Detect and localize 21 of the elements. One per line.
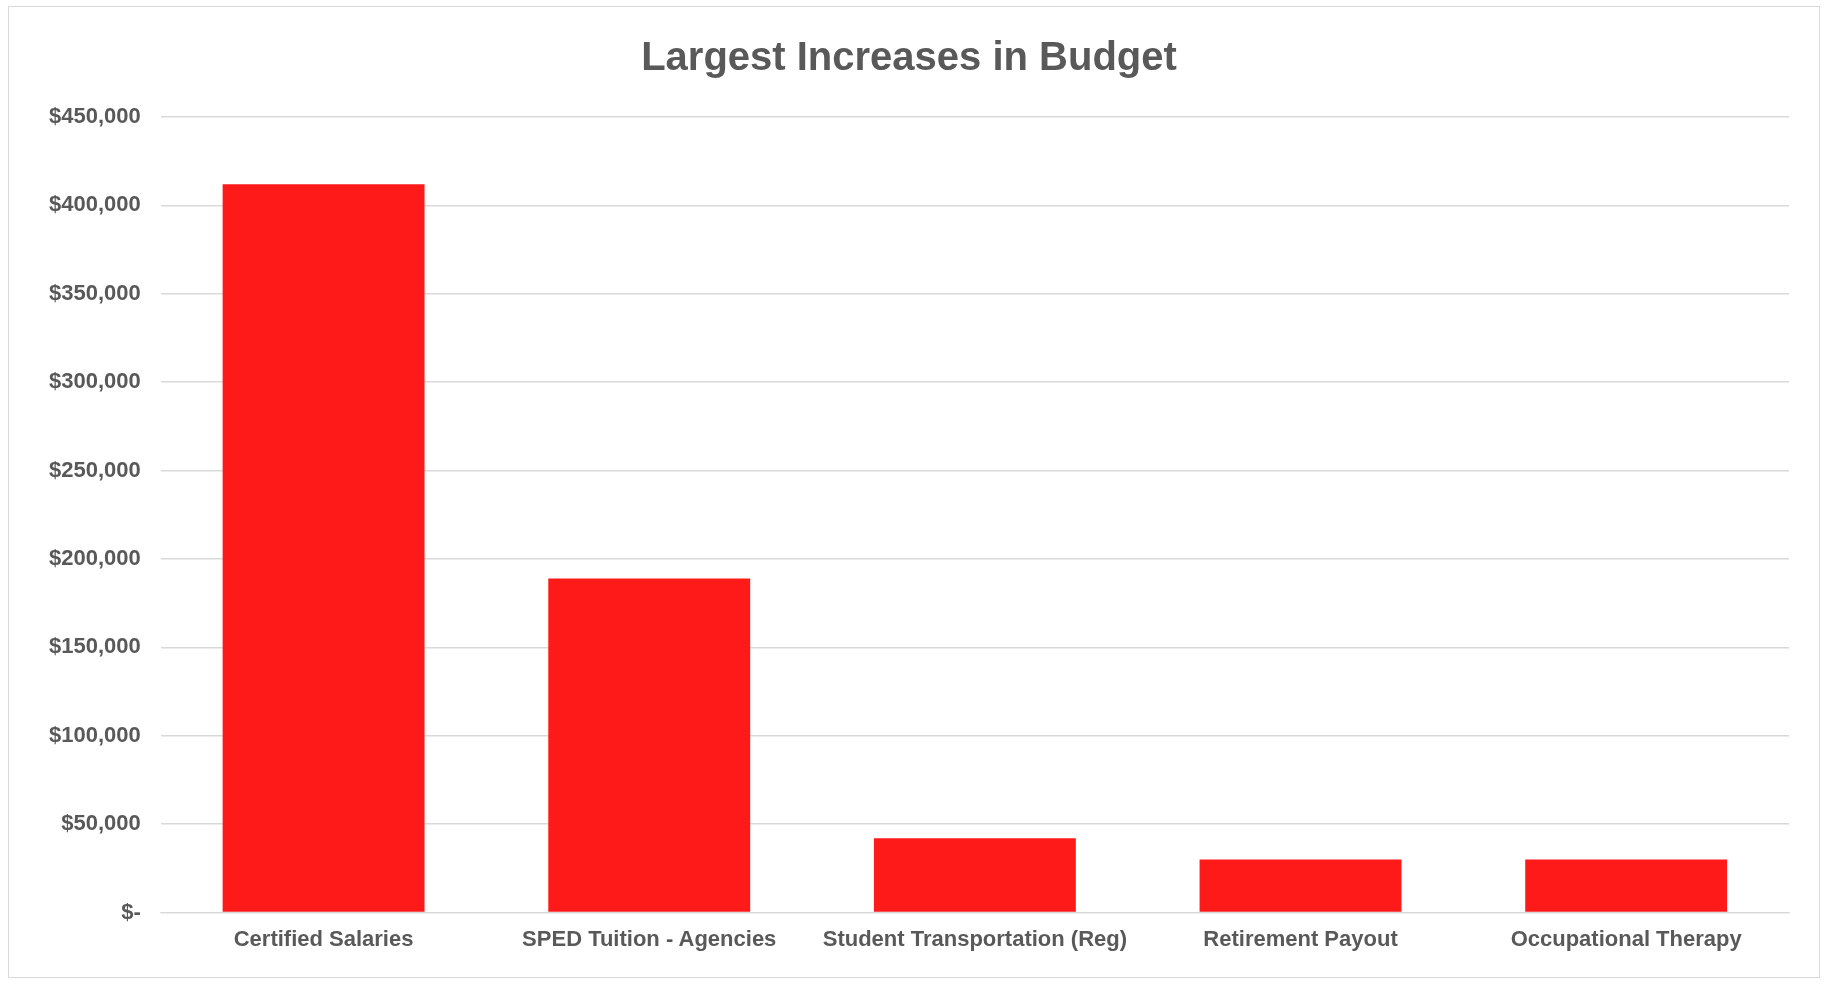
x-tick-label: Student Transportation (Reg) — [822, 925, 1128, 951]
bar — [222, 184, 425, 912]
x-tick-label: Occupational Therapy — [1510, 925, 1743, 951]
y-tick-label: $300,000 — [48, 368, 141, 394]
chart-title: Largest Increases in Budget — [641, 34, 1177, 79]
x-tick-label: Certified Salaries — [233, 925, 414, 951]
y-tick-label: $150,000 — [48, 633, 141, 659]
y-tick-label: $- — [121, 898, 141, 924]
y-tick-label: $400,000 — [48, 191, 141, 217]
y-tick-label: $50,000 — [61, 810, 141, 836]
y-tick-label: $100,000 — [48, 721, 141, 747]
bar — [873, 838, 1076, 912]
y-tick-label: $350,000 — [48, 279, 141, 305]
y-tick-label: $450,000 — [48, 103, 141, 129]
bar — [1525, 859, 1728, 912]
bar — [1199, 859, 1402, 912]
x-tick-label: SPED Tuition - Agencies — [522, 925, 777, 951]
y-tick-label: $200,000 — [48, 545, 141, 571]
bar — [548, 578, 751, 912]
x-tick-label: Retirement Payout — [1203, 925, 1399, 951]
y-tick-label: $250,000 — [48, 456, 141, 482]
